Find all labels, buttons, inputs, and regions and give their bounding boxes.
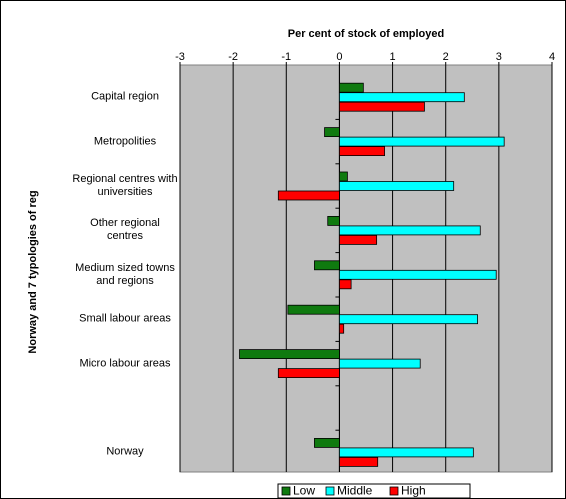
bar bbox=[339, 82, 364, 93]
plot-area bbox=[179, 64, 553, 473]
bar bbox=[327, 215, 340, 226]
bar bbox=[339, 323, 345, 334]
chart-title: Per cent of stock of employed bbox=[288, 28, 444, 40]
bar bbox=[339, 269, 497, 280]
bar bbox=[314, 260, 340, 271]
x-tick-label: 2 bbox=[443, 51, 449, 63]
bar bbox=[277, 190, 340, 201]
x-tick-label: -3 bbox=[175, 51, 185, 63]
bar bbox=[339, 181, 455, 191]
bar bbox=[339, 447, 474, 458]
x-tick-label: 3 bbox=[496, 51, 502, 63]
bar bbox=[287, 304, 340, 315]
x-tick-label: 4 bbox=[549, 51, 555, 63]
bar bbox=[339, 171, 348, 182]
bar bbox=[339, 146, 385, 157]
bar bbox=[339, 92, 465, 103]
category-label: Metropolities bbox=[93, 135, 157, 148]
bar bbox=[277, 368, 340, 379]
legend-label: High bbox=[401, 484, 426, 498]
category-label: Norway bbox=[106, 445, 144, 458]
legend-label: Low bbox=[293, 484, 315, 498]
category-label: Capital region bbox=[91, 90, 159, 103]
legend-swatch bbox=[281, 486, 291, 496]
bar bbox=[339, 279, 352, 290]
bar bbox=[324, 127, 340, 137]
legend-swatch bbox=[389, 486, 399, 496]
category-label: Small labour areas bbox=[79, 312, 171, 325]
bar bbox=[339, 234, 378, 245]
category-label: Other regional centres bbox=[90, 217, 160, 243]
x-tick-label: -2 bbox=[228, 51, 238, 63]
legend-label: Middle bbox=[337, 484, 373, 498]
x-tick-label: 1 bbox=[390, 51, 396, 63]
x-tick-label: 0 bbox=[336, 51, 342, 63]
bar bbox=[339, 101, 425, 112]
bar bbox=[339, 314, 478, 325]
bar bbox=[339, 358, 421, 369]
legend-swatch bbox=[325, 486, 335, 496]
category-label: Medium sized towns and regions bbox=[75, 261, 175, 287]
y-axis-label: Norway and 7 typologies of reg bbox=[27, 190, 39, 353]
bar bbox=[239, 349, 340, 360]
bar bbox=[339, 225, 481, 236]
bar bbox=[339, 456, 379, 467]
x-tick-label: -1 bbox=[281, 51, 291, 63]
category-label: Micro labour areas bbox=[79, 357, 171, 370]
bar bbox=[314, 437, 340, 448]
category-label: Regional centres with universities bbox=[72, 173, 178, 198]
bar bbox=[339, 136, 505, 147]
